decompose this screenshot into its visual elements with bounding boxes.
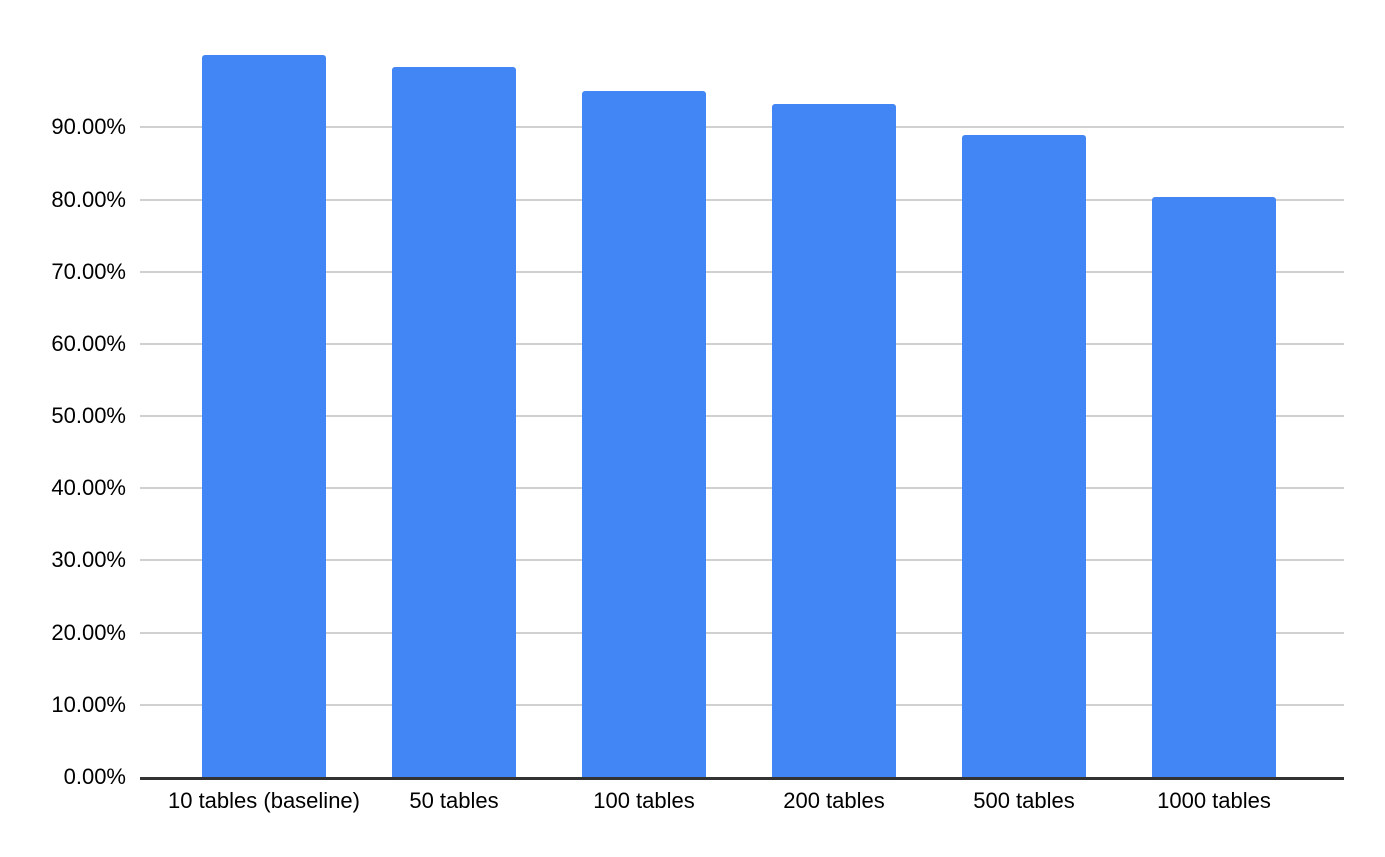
y-axis-tick-label: 20.00% [51,619,126,645]
bar-5 [962,134,1086,777]
bar-6 [1152,197,1276,777]
y-axis-tick-label: 50.00% [51,403,126,429]
gridline-50 [140,415,1344,418]
y-axis-tick-label: 30.00% [51,547,126,573]
y-axis-tick-label: 60.00% [51,330,126,356]
gridline-60 [140,342,1344,345]
x-axis-category-label: 10 tables (baseline) [167,788,360,813]
plot-area [140,30,1344,777]
gridline-70 [140,270,1344,273]
gridline-30 [140,559,1344,562]
gridline-80 [140,198,1344,201]
y-axis-tick-label: 40.00% [51,475,126,501]
x-axis-category-label: 1000 tables [1157,788,1271,813]
y-axis-tick-label: 70.00% [51,258,126,284]
x-axis-line [140,777,1344,780]
x-axis-category-label: 50 tables [409,788,499,813]
gridline-20 [140,631,1344,634]
x-axis-category-label: 500 tables [973,788,1075,813]
y-axis-tick-label: 0.00% [63,764,126,789]
bar-2 [392,66,516,777]
gridline-10 [140,703,1344,706]
x-axis-category-label: 100 tables [593,788,695,813]
gridline-90 [140,126,1344,129]
y-axis: 0.00% 10.00% 20.00% 30.00% 40.00% 50.00% 60.00… [0,30,126,789]
y-axis-tick-label: 90.00% [51,114,126,140]
x-axis-category-label: 200 tables [783,788,885,813]
bar-1 [202,55,326,777]
y-axis-tick-label: 80.00% [51,186,126,212]
y-axis-tick-label: 10.00% [51,691,126,717]
gridline-40 [140,487,1344,490]
x-axis: 10 tables (baseline) 50 tables 100 tables 2… [140,787,1344,817]
bar-4 [772,103,896,777]
bar-3 [582,90,706,777]
